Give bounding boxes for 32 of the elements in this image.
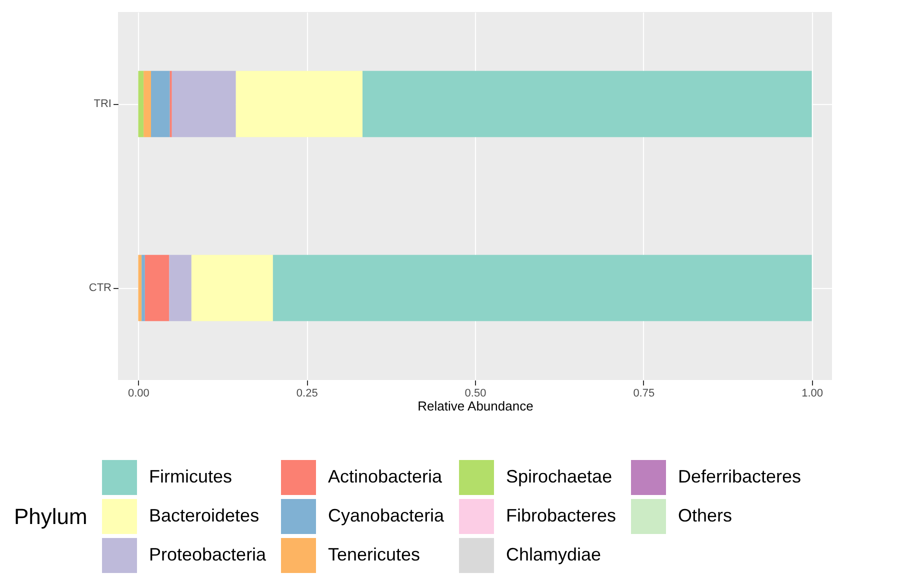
y-tick-label: CTR	[88, 282, 112, 294]
y-tick-label: TRI	[94, 98, 112, 110]
legend-label: Deferribacteres	[678, 466, 802, 486]
bar	[144, 70, 152, 138]
bar	[138, 254, 142, 322]
legend-title: Phylum	[14, 504, 88, 529]
legend-label: Spirochaetae	[506, 466, 612, 486]
legend-label: Bacteroidetes	[149, 506, 260, 526]
x-tick-label: 0.25	[296, 388, 318, 400]
bar	[144, 254, 170, 322]
bar	[151, 70, 170, 138]
x-tick-label: 0.50	[464, 388, 486, 400]
bar	[272, 254, 812, 322]
x-axis-title: Relative Abundance	[418, 398, 534, 414]
legend-label: Firmicutes	[149, 466, 232, 486]
legend-label: Cyanobacteria	[328, 506, 446, 526]
legend-label: Others	[678, 506, 732, 526]
bar	[138, 70, 144, 138]
legend-label: Actinobacteria	[328, 466, 444, 486]
bar	[191, 254, 273, 322]
bar	[169, 254, 192, 322]
bar	[236, 70, 363, 138]
x-tick-label: 0.00	[128, 388, 150, 400]
legend-label: Fibrobacteres	[506, 506, 616, 526]
bar	[172, 70, 236, 138]
bar	[362, 70, 812, 138]
x-tick-label: 0.75	[633, 388, 655, 400]
x-tick-label: 1.00	[802, 388, 824, 400]
legend-label: Chlamydiae	[506, 544, 602, 564]
legend-label: Tenericutes	[328, 544, 420, 564]
legend-label: Proteobacteria	[149, 544, 268, 564]
bar	[142, 254, 145, 322]
